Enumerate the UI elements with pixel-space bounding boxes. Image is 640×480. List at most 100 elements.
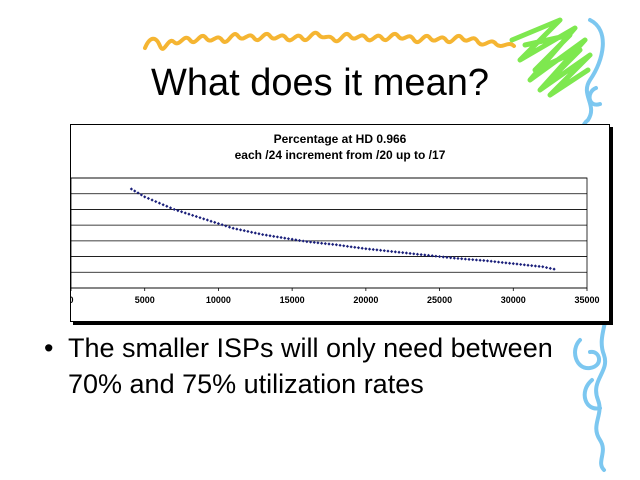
data-point	[238, 228, 243, 232]
data-point	[526, 263, 530, 267]
data-point	[157, 201, 162, 205]
chart: Percentage at HD 0.966 each /24 incremen…	[71, 132, 600, 305]
data-point	[133, 189, 137, 193]
data-point	[390, 249, 394, 254]
data-point	[235, 227, 239, 231]
data-point	[548, 266, 552, 270]
data-point	[449, 256, 453, 260]
data-point	[493, 260, 497, 264]
data-point	[463, 257, 467, 261]
data-point	[500, 260, 504, 265]
data-point	[191, 213, 195, 217]
data-point	[533, 264, 537, 268]
data-point	[349, 245, 353, 249]
x-tick-label: 10000	[206, 295, 231, 305]
data-point	[257, 232, 261, 236]
data-point	[364, 247, 368, 251]
x-tick-label: 15000	[280, 295, 305, 305]
data-point	[327, 242, 331, 246]
data-point	[320, 241, 324, 245]
data-point	[515, 262, 519, 266]
green-scribble	[509, 17, 593, 98]
data-point	[467, 257, 471, 261]
data-point	[213, 220, 217, 224]
data-point	[172, 207, 176, 212]
data-point	[183, 211, 187, 215]
data-point	[179, 210, 184, 214]
data-point	[474, 258, 479, 262]
data-point	[165, 204, 169, 208]
data-point	[261, 232, 265, 237]
data-point	[154, 199, 158, 204]
data-point	[522, 263, 526, 267]
data-point	[176, 209, 180, 213]
data-point	[242, 229, 246, 233]
data-point	[508, 261, 512, 265]
data-point	[379, 248, 383, 252]
data-point	[268, 234, 272, 238]
data-series	[129, 187, 556, 271]
blue-scribble-curl	[573, 86, 602, 411]
data-point	[419, 253, 423, 257]
data-point	[482, 258, 486, 263]
data-point	[231, 226, 235, 230]
data-point	[150, 198, 154, 202]
data-point	[353, 245, 357, 249]
data-point	[382, 249, 386, 253]
data-point	[220, 223, 224, 227]
data-point	[544, 265, 549, 270]
data-point	[143, 195, 147, 199]
data-point	[194, 214, 198, 219]
data-point	[426, 253, 431, 257]
data-point	[334, 243, 338, 247]
data-point	[371, 247, 375, 252]
data-point	[316, 241, 320, 245]
bullet-text: The smaller ISPs will only need between …	[68, 333, 553, 399]
plot-area-border	[71, 177, 588, 289]
data-point	[253, 231, 257, 235]
x-tick-label: 30000	[501, 295, 526, 305]
chart-frame: Percentage at HD 0.966 each /24 incremen…	[70, 124, 610, 322]
data-point	[356, 246, 361, 250]
data-point	[312, 240, 316, 245]
data-point	[297, 238, 302, 243]
data-point	[489, 259, 493, 263]
data-point	[552, 267, 556, 271]
data-point	[496, 260, 501, 264]
data-point	[275, 235, 279, 239]
data-point	[401, 251, 405, 255]
data-point	[205, 218, 209, 222]
data-point	[198, 216, 202, 220]
data-point	[301, 239, 305, 243]
data-point	[375, 248, 379, 252]
chart-title: Percentage at HD 0.966	[274, 132, 407, 146]
data-point	[290, 237, 294, 241]
slide-title: What does it mean?	[151, 62, 489, 104]
data-point	[286, 237, 291, 241]
data-point	[264, 233, 268, 237]
data-point	[187, 212, 191, 216]
data-point	[338, 243, 342, 247]
data-point	[519, 262, 523, 267]
data-point	[146, 196, 150, 201]
data-point	[412, 252, 416, 256]
data-point	[283, 236, 287, 240]
data-point	[537, 264, 541, 268]
data-point	[397, 250, 401, 254]
data-point	[393, 250, 397, 254]
data-point	[471, 258, 475, 262]
data-point	[345, 244, 350, 248]
chart-subtitle: each /24 increment from /20 up to /17	[235, 148, 446, 162]
data-point	[441, 255, 445, 259]
orange-scribble	[143, 30, 516, 51]
data-point	[168, 206, 173, 210]
data-point	[360, 246, 364, 250]
data-point	[386, 249, 390, 253]
x-tick-label: 0	[71, 295, 74, 305]
data-point	[541, 265, 545, 269]
bullet-symbol: •	[44, 333, 54, 363]
data-point	[456, 256, 460, 261]
data-point	[136, 191, 140, 195]
data-point	[202, 217, 206, 221]
data-point	[434, 254, 438, 258]
